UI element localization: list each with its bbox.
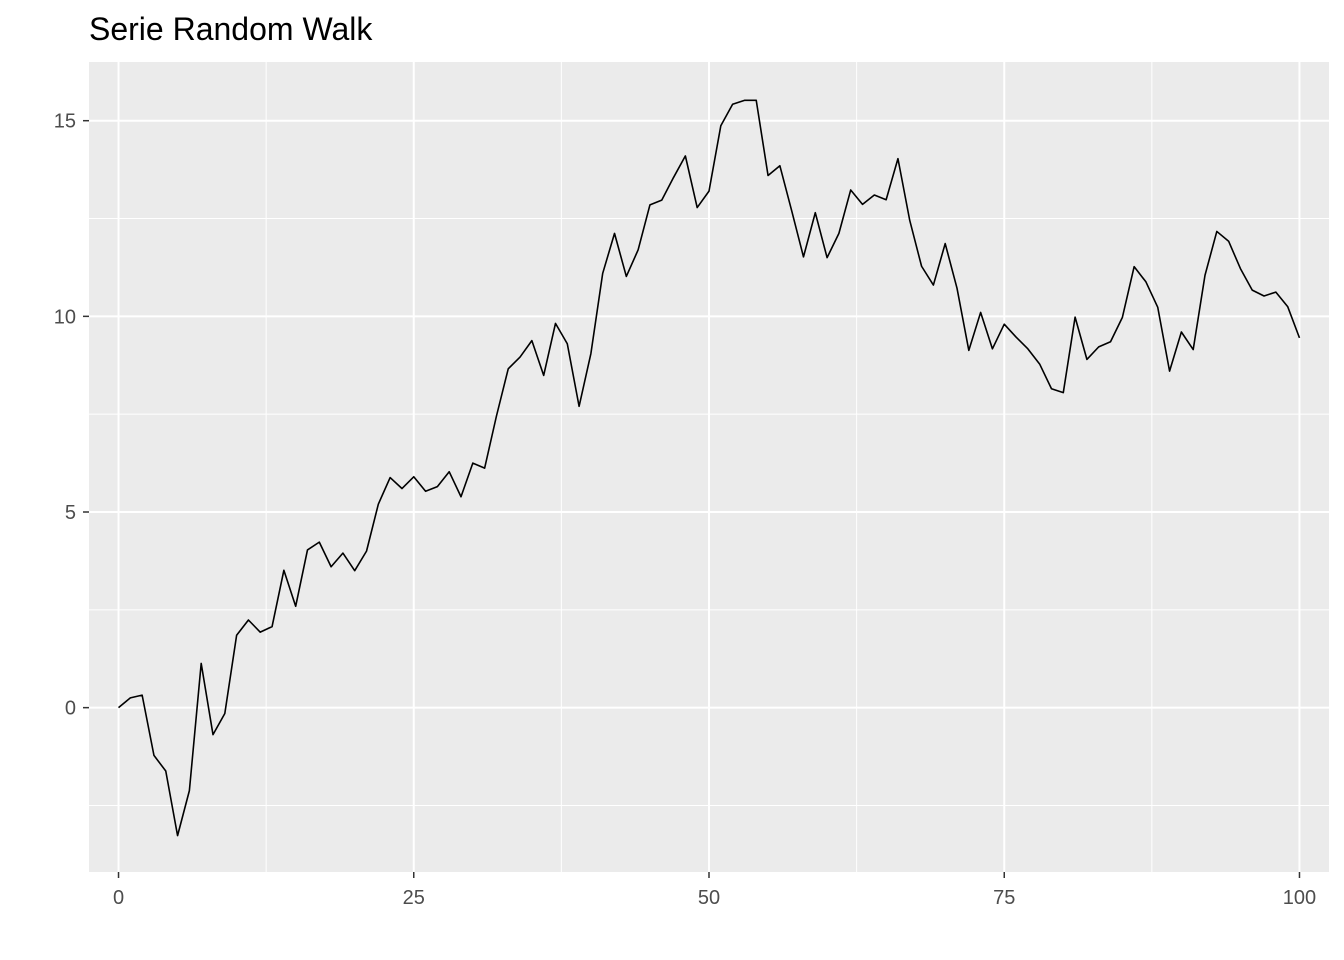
- chart-title: Serie Random Walk: [89, 11, 373, 47]
- major-gridlines: [89, 62, 1329, 872]
- y-tick-label: 10: [54, 306, 76, 328]
- series-layer: [118, 99, 1301, 837]
- x-axis: 0 25 50 75 100: [113, 872, 1316, 909]
- x-tick-label: 0: [113, 887, 124, 909]
- y-tick-label: 0: [65, 698, 76, 720]
- x-tick-label: 100: [1283, 887, 1316, 909]
- series-line: [118, 99, 1301, 837]
- y-tick-label: 15: [54, 111, 76, 133]
- x-tick-label: 75: [993, 887, 1015, 909]
- y-tick-label: 5: [65, 502, 76, 524]
- x-tick-label: 50: [698, 887, 720, 909]
- y-axis: 0 5 10 15: [54, 111, 89, 720]
- x-tick-label: 25: [403, 887, 425, 909]
